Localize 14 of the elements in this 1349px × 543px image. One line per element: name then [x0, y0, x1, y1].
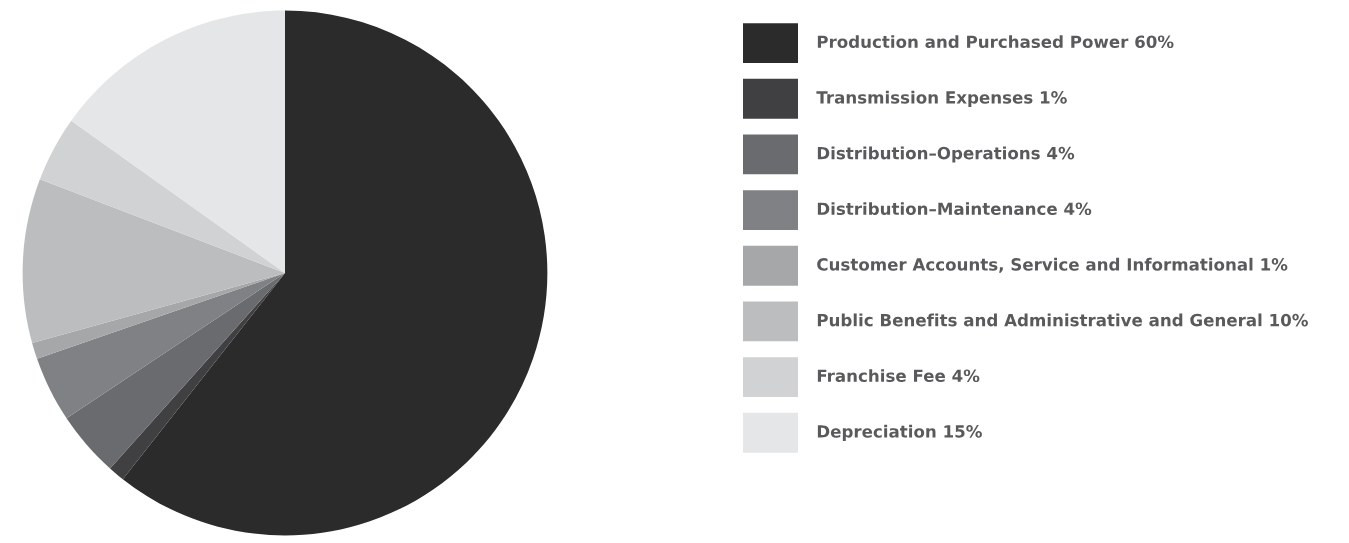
- pie-slice: [39, 120, 285, 273]
- pie-slice: [122, 10, 548, 536]
- legend-label: Distribution–Maintenance 4%: [817, 202, 1092, 216]
- legend-label: Customer Accounts, Service and Informational 1%: [817, 257, 1288, 273]
- pie-slice: [22, 179, 285, 343]
- legend-label: Production and Purchased Power 60%: [817, 35, 1174, 49]
- pie-slice: [71, 10, 285, 273]
- pie-slice: [37, 273, 285, 419]
- legend-label: Franchise Fee 4%: [817, 369, 980, 383]
- legend-label: Transmission Expenses 1%: [816, 90, 1067, 107]
- legend-label: Distribution–Operations 4%: [817, 146, 1075, 163]
- legend-label: Depreciation 15%: [817, 424, 982, 441]
- legend-label: Public Benefits and Administrative and General 10%: [817, 313, 1308, 327]
- pie-slice: [66, 273, 285, 469]
